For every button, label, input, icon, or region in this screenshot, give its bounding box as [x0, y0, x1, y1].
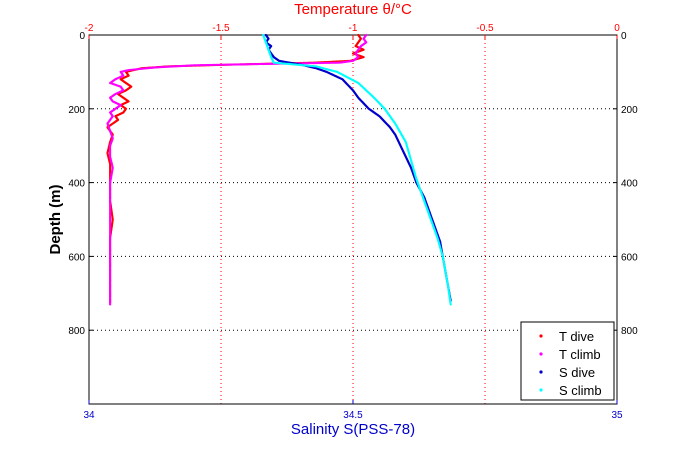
right-axis-tick-label: 200 — [621, 105, 638, 116]
top-axis-tick-label: -1 — [349, 23, 358, 34]
bottom-axis-tick-label: 34 — [83, 410, 95, 421]
series-t-dive — [106, 33, 365, 304]
legend-label: S dive — [559, 365, 595, 380]
right-axis-tick-label: 400 — [621, 179, 638, 190]
data-point — [449, 303, 452, 306]
grid — [89, 35, 617, 404]
legend: T dive T climb S dive S climb — [520, 321, 615, 401]
top-axis-tick-label: -0.5 — [476, 23, 494, 34]
series-t-climb — [106, 33, 368, 306]
top-axis-tick-label: -2 — [85, 23, 94, 34]
top-axis-title: Temperature θ/°C — [294, 1, 412, 18]
data-point — [109, 303, 112, 306]
legend-marker — [539, 352, 543, 356]
legend-label: T dive — [559, 329, 594, 344]
legend-label: S climb — [559, 383, 602, 398]
right-axis-tick-label: 0 — [621, 31, 627, 42]
left-axis-tick-label: 400 — [68, 179, 85, 190]
series-s-dive — [264, 33, 452, 302]
left-axis-tick-label: 800 — [68, 326, 85, 337]
right-axis-tick-label: 600 — [621, 252, 638, 263]
right-axis-tick-label: 800 — [621, 326, 638, 337]
legend-box — [520, 321, 615, 401]
legend-marker — [539, 388, 543, 392]
legend-marker — [539, 370, 543, 374]
bottom-axis-tick-label: 34.5 — [343, 410, 363, 421]
legend-label: T climb — [559, 347, 601, 362]
left-axis-tick-label: 0 — [79, 31, 85, 42]
series-layer — [106, 33, 452, 306]
top-axis-tick-label: -1.5 — [212, 23, 230, 34]
legend-entries: T dive T climb S dive S climb — [539, 329, 602, 398]
left-axis-tick-label: 600 — [68, 252, 85, 263]
bottom-axis-title: Salinity S(PSS-78) — [291, 421, 415, 438]
y-axis-title: Depth (m) — [47, 185, 64, 255]
top-axis-tick-label: 0 — [614, 23, 620, 34]
series-s-climb — [262, 33, 452, 306]
left-axis-tick-label: 200 — [68, 105, 85, 116]
legend-marker — [539, 334, 543, 338]
bottom-axis-tick-label: 35 — [611, 410, 623, 421]
